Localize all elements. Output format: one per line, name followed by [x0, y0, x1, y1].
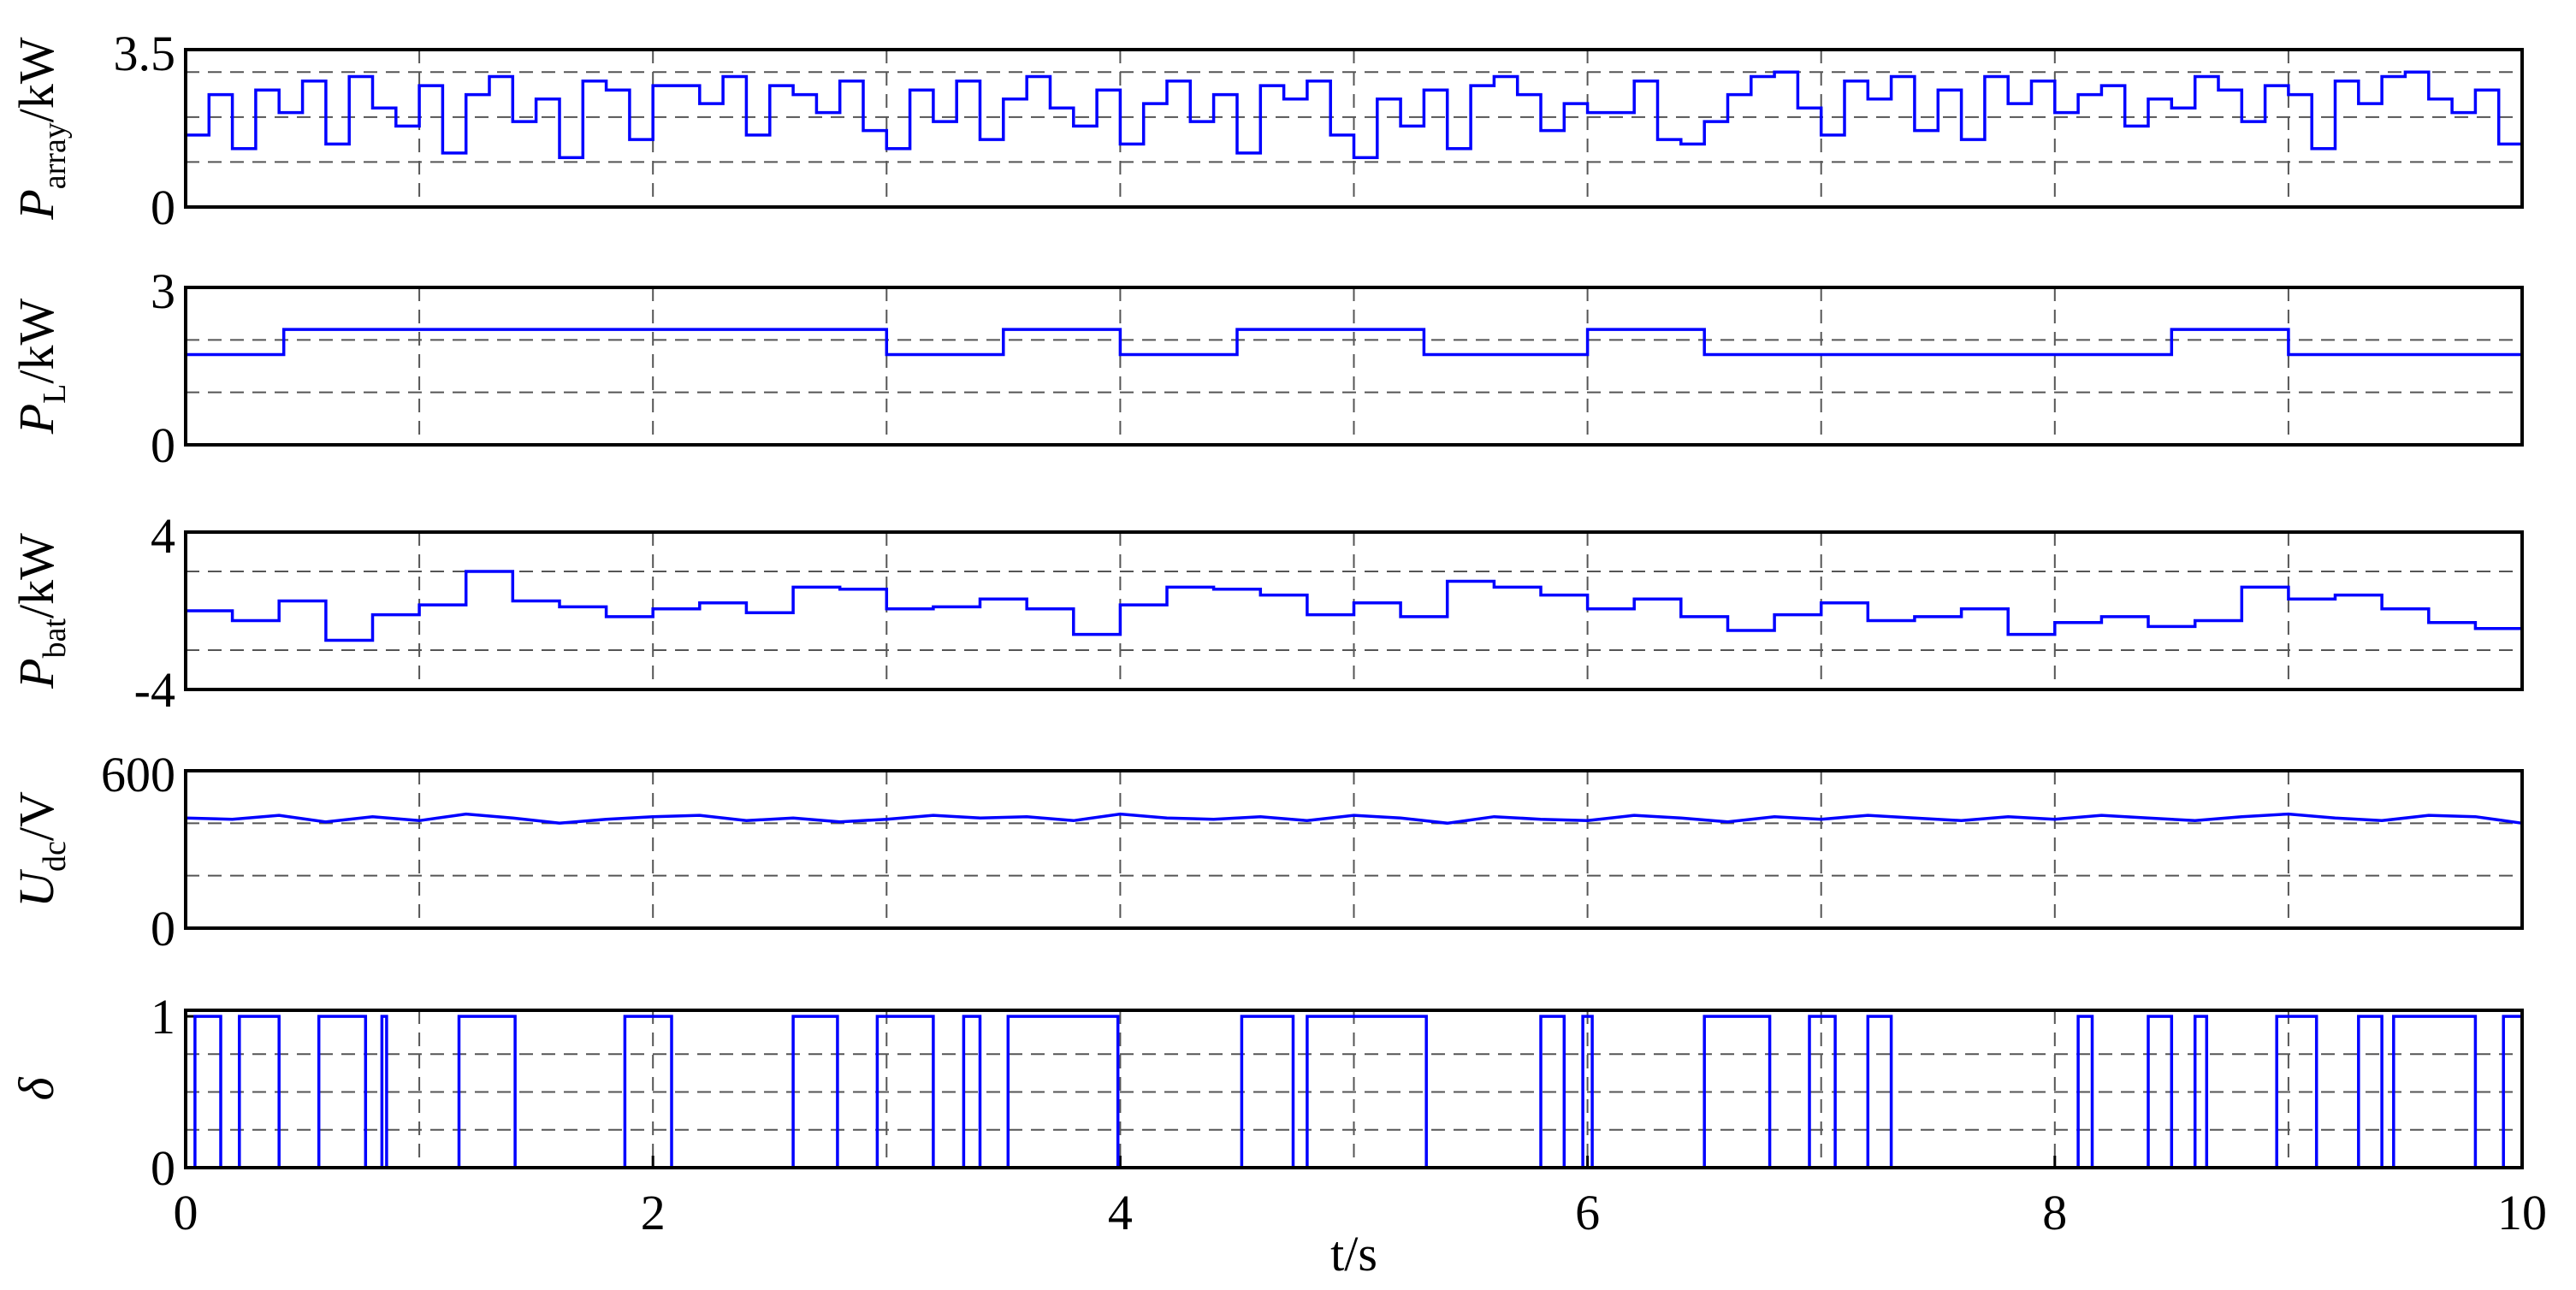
data-line: [186, 70, 2522, 159]
y-label-symbol: P: [9, 189, 64, 220]
subplot: 0 600 Udc/V: [9, 747, 2524, 956]
y-label-unit: /V: [9, 791, 64, 841]
subplot: 0 3 PL/kW: [9, 263, 2524, 473]
y-label-unit: /kW: [9, 533, 64, 618]
y-tick-label: 3: [151, 263, 175, 319]
plot-frame: [184, 1009, 2524, 1169]
y-tick-label: 4: [151, 508, 175, 564]
y-axis-label: PL/kW: [9, 298, 73, 435]
y-axis-label: Udc/V: [9, 791, 73, 908]
y-label-symbol: U: [9, 868, 64, 908]
y-label-unit: /kW: [9, 37, 64, 122]
y-tick-label: 600: [101, 747, 175, 802]
y-tick-label: 0: [151, 180, 175, 235]
data-line: [185, 812, 2523, 825]
plot-frame: [184, 48, 2524, 209]
x-tick-label: 8: [2042, 1185, 2067, 1240]
y-tick-label: 0: [151, 417, 175, 473]
x-tick-label: 6: [1575, 1185, 1600, 1240]
y-tick-label: 0: [151, 901, 175, 956]
data-line: [186, 1015, 2522, 1169]
y-tick-label: -4: [134, 662, 175, 718]
x-tick-label: 4: [1108, 1185, 1133, 1240]
data-line: [186, 328, 2522, 357]
x-tick-label: 0: [174, 1185, 198, 1240]
y-label-symbol: P: [9, 658, 64, 689]
x-tick-label: 2: [641, 1185, 666, 1240]
plot-frame: [184, 530, 2524, 691]
data-line: [186, 570, 2524, 642]
y-tick-label: 0: [151, 1140, 175, 1196]
plot-frame: [184, 286, 2524, 447]
plot-frame: [184, 769, 2524, 930]
y-label-subscript: L: [37, 384, 73, 404]
y-label-subscript: array: [37, 122, 73, 189]
x-axis-label: t/s: [1330, 1226, 1377, 1281]
y-label-subscript: bat: [37, 618, 73, 659]
y-axis-label: δ: [9, 1076, 64, 1100]
subplot: -4 4 Pbat/kW: [9, 508, 2524, 718]
subplot: 010 2 4 6 8 10t/sδ: [9, 989, 2547, 1281]
y-axis-label: Parray/kW: [9, 37, 73, 221]
y-tick-label: 3.5: [114, 26, 176, 81]
y-tick-label: 1: [151, 989, 175, 1044]
y-axis-label: Pbat/kW: [9, 533, 73, 689]
y-label-symbol: δ: [9, 1076, 64, 1100]
x-tick-label: 10: [2497, 1185, 2547, 1240]
y-label-symbol: P: [9, 404, 64, 435]
y-label-unit: /kW: [9, 298, 64, 383]
y-label-subscript: dc: [37, 841, 73, 872]
subplot: 0 3.5 Parray/kW: [9, 26, 2524, 235]
